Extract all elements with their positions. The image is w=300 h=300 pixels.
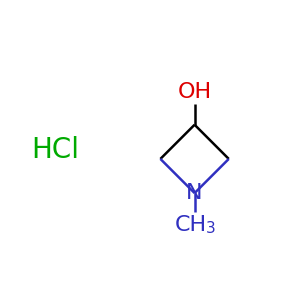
- Text: N: N: [186, 183, 203, 203]
- Text: OH: OH: [178, 82, 212, 102]
- Text: HCl: HCl: [31, 136, 79, 164]
- Text: CH: CH: [175, 215, 207, 235]
- Text: 3: 3: [206, 221, 216, 236]
